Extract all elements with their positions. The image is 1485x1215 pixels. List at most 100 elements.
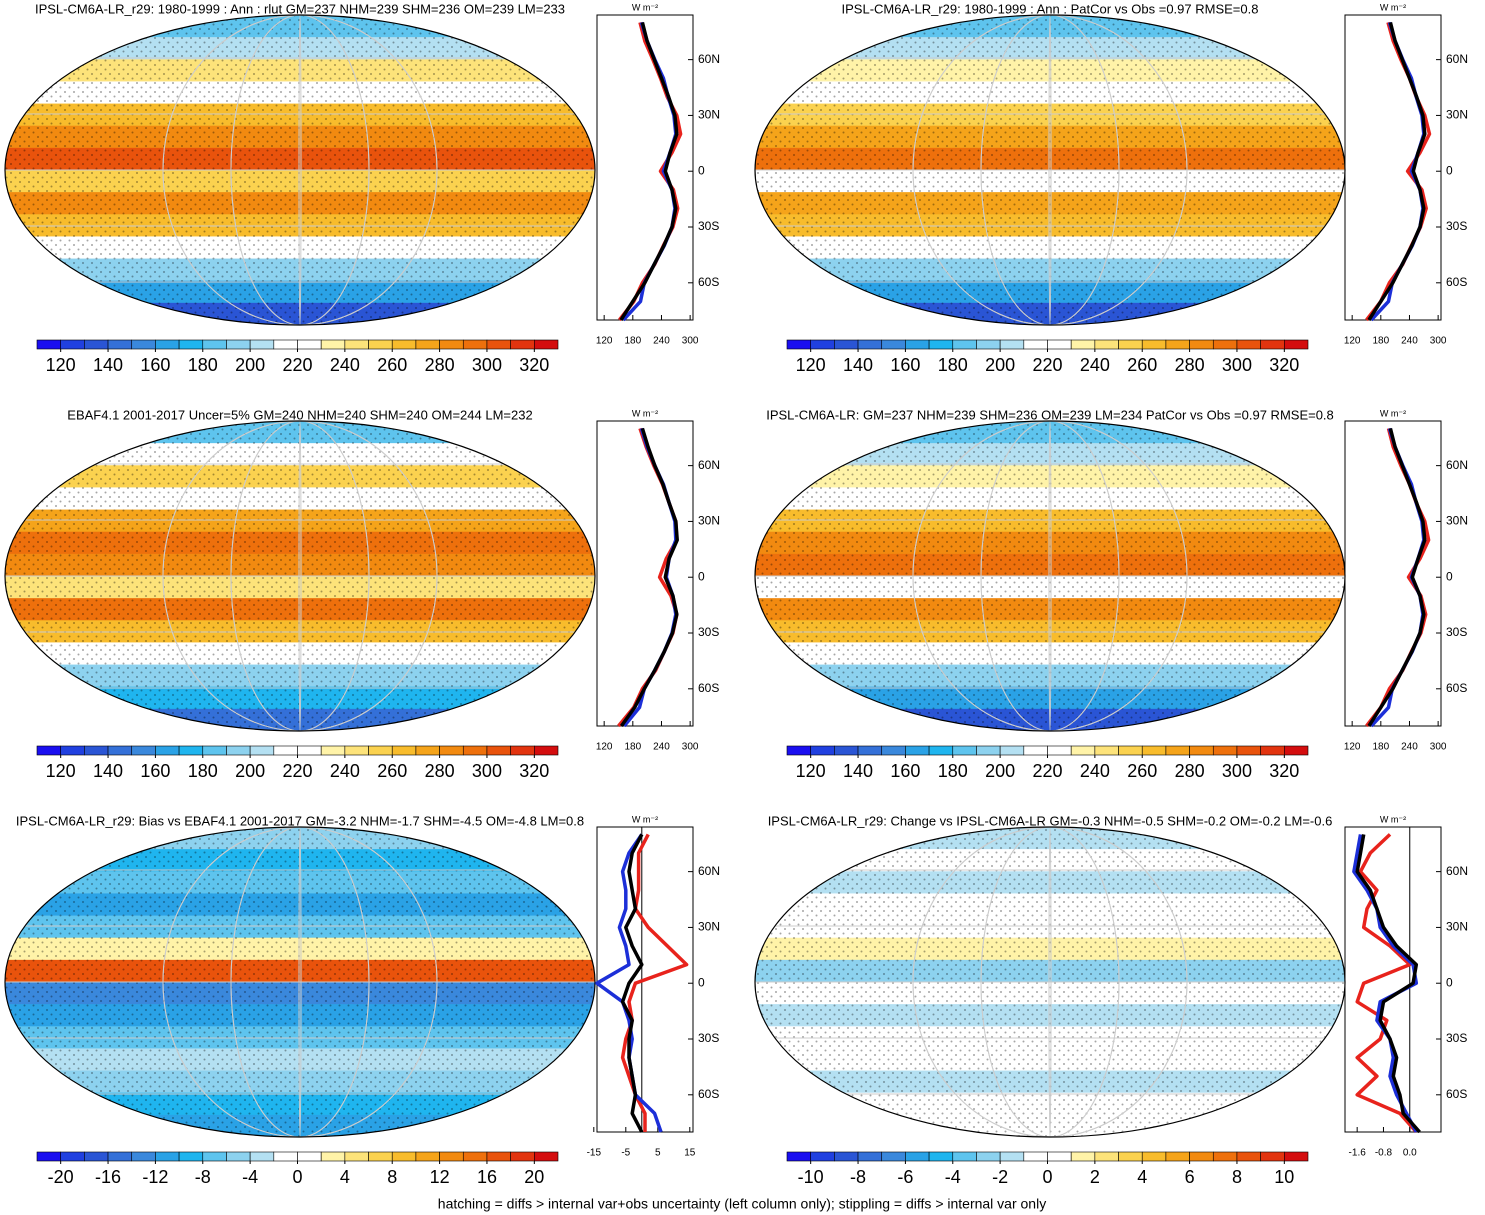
colorbar-label: 160 [140, 761, 170, 781]
colorbar-box [368, 1151, 393, 1162]
colorbar-box [36, 339, 61, 350]
panel-title: IPSL-CM6A-LR: GM=237 NHM=239 SHM=236 OM=… [766, 407, 1334, 422]
colorbar-label: 120 [46, 761, 76, 781]
x-tick-label: 15 [684, 1148, 696, 1159]
profile-unit: W m⁻² [632, 408, 658, 418]
x-tick-label: 240 [1401, 336, 1418, 347]
colorbar-box [1047, 1151, 1072, 1162]
colorbar-box [391, 745, 417, 756]
colorbar-box [1023, 339, 1048, 350]
colorbar-label: 220 [282, 761, 312, 781]
graticule [912, 827, 1188, 1137]
colorbar-box [1212, 1151, 1238, 1162]
colorbar-box [1094, 1151, 1119, 1162]
colorbar-box [1189, 745, 1214, 756]
colorbar-label: 260 [1127, 355, 1157, 375]
graticule [230, 827, 370, 1137]
x-tick-label: 180 [624, 336, 641, 347]
colorbar-box [84, 1151, 109, 1162]
colorbar-box [1189, 339, 1214, 350]
colorbar-label: 320 [519, 761, 549, 781]
colorbar-box [320, 339, 346, 350]
colorbar-box [976, 745, 1001, 756]
colorbar-box [344, 339, 369, 350]
colorbar-label: 180 [938, 355, 968, 375]
colorbar-label: 180 [938, 761, 968, 781]
colorbar-box [976, 1151, 1001, 1162]
colorbar-label: 16 [477, 1167, 497, 1187]
graticule [162, 15, 438, 325]
graticule [980, 827, 1120, 1137]
colorbar-box [1118, 745, 1143, 756]
y-tick-label: 60S [1446, 1087, 1467, 1101]
x-tick-label: -5 [621, 1148, 630, 1159]
colorbar-label: -16 [95, 1167, 121, 1187]
colorbar-label: 220 [282, 355, 312, 375]
graticule [162, 421, 438, 731]
y-tick-label: 0 [1446, 163, 1453, 177]
graticule [980, 15, 1120, 325]
profile-line [1355, 833, 1418, 1134]
colorbar-box [881, 1151, 906, 1162]
colorbar-box [1023, 1151, 1048, 1162]
colorbar-label: 200 [235, 761, 265, 781]
colorbar-box [1094, 339, 1119, 350]
colorbar-box [905, 745, 930, 756]
colorbar-label: 280 [425, 355, 455, 375]
colorbar-box [60, 1151, 85, 1162]
x-tick-label: 120 [596, 742, 613, 753]
panel-title: IPSL-CM6A-LR_r29: 1980-1999 : Ann : PatC… [842, 1, 1259, 16]
colorbar-label: 200 [985, 355, 1015, 375]
colorbar-box [320, 1151, 346, 1162]
colorbar-box [834, 339, 859, 350]
colorbar-box [1212, 339, 1238, 350]
colorbar-box [107, 339, 133, 350]
profile-frame [1344, 826, 1442, 1133]
x-tick-label: 180 [1372, 742, 1389, 753]
colorbar-box [36, 1151, 61, 1162]
y-tick-label: 30N [1446, 108, 1468, 122]
colorbar-box [1141, 745, 1167, 756]
colorbar-box [928, 1151, 954, 1162]
colorbar-label: 280 [1175, 355, 1205, 375]
map-field [5, 421, 595, 731]
colorbar-box [462, 1151, 488, 1162]
colorbar-label: 8 [1232, 1167, 1242, 1187]
colorbar-box [1070, 745, 1096, 756]
colorbar-box [178, 339, 204, 350]
x-tick-label: 0.0 [1403, 1148, 1417, 1159]
profile-unit: W m⁻² [1380, 408, 1406, 418]
y-tick-label: 30S [698, 219, 719, 233]
colorbar-box [226, 1151, 251, 1162]
colorbar-box [786, 1151, 811, 1162]
y-tick-label: 30S [698, 1031, 719, 1045]
colorbar-box [131, 745, 156, 756]
colorbar-label: 2 [1090, 1167, 1100, 1187]
colorbar-label: 160 [890, 761, 920, 781]
colorbar-box [1260, 1151, 1285, 1162]
profile-line [619, 427, 679, 728]
colorbar-box [534, 1151, 559, 1162]
graticule [298, 827, 302, 1137]
colorbar-box [881, 745, 906, 756]
colorbar-box [1094, 745, 1119, 756]
colorbar-box [273, 1151, 298, 1162]
colorbar-label: 4 [340, 1167, 350, 1187]
colorbar-box [486, 745, 511, 756]
colorbar-box [857, 1151, 883, 1162]
colorbar-box [857, 745, 883, 756]
graticule [1048, 421, 1052, 731]
colorbar-label: 160 [140, 355, 170, 375]
colorbar-label: 8 [387, 1167, 397, 1187]
colorbar-box [178, 745, 204, 756]
colorbar-box [415, 1151, 440, 1162]
colorbar-box [810, 1151, 835, 1162]
colorbar-box [439, 1151, 464, 1162]
colorbar-box [928, 339, 954, 350]
colorbar-label: 220 [1032, 355, 1062, 375]
colorbar-label: 220 [1032, 761, 1062, 781]
colorbar-box [202, 1151, 227, 1162]
graticule [1048, 827, 1052, 1137]
colorbar-box [486, 1151, 511, 1162]
colorbar-box [1212, 745, 1238, 756]
